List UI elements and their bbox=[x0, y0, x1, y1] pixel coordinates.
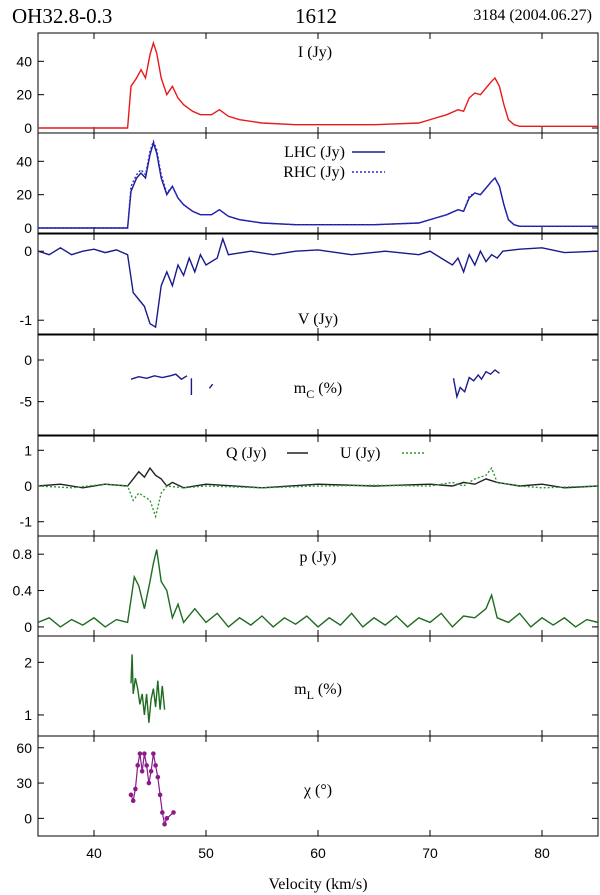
panel-mC: 0 -5 mC (%) bbox=[20, 334, 599, 436]
data-point bbox=[155, 774, 161, 780]
data-point bbox=[171, 810, 176, 815]
series-line bbox=[38, 549, 598, 628]
panel-LR: 0 20 40 LHC (Jy) RHC (Jy) bbox=[16, 132, 599, 236]
panel-label: mL (%) bbox=[294, 681, 342, 702]
panel-chi: 60 30 0 χ (°) bbox=[16, 735, 599, 837]
y-tick-label: 0 bbox=[24, 352, 32, 368]
series-line bbox=[130, 654, 166, 723]
y-tick-label: 1 bbox=[24, 707, 32, 723]
data-point bbox=[160, 810, 165, 815]
panel-label: χ (°) bbox=[303, 782, 332, 799]
legend-label: Q (Jy) bbox=[226, 445, 266, 462]
panel-QU: 1 0 -1 Q (Jy) U (Jy) bbox=[20, 435, 599, 537]
series-line bbox=[38, 466, 598, 519]
data-point bbox=[153, 763, 158, 768]
data-point bbox=[130, 798, 136, 804]
panel-mL: 2 1 mL (%) bbox=[24, 635, 599, 737]
data-point bbox=[128, 792, 134, 798]
y-tick-label: 0 bbox=[24, 810, 32, 826]
data-point bbox=[133, 786, 138, 792]
panel-V: 0 -1 V (Jy) bbox=[20, 233, 599, 335]
y-tick-label: 0.8 bbox=[13, 546, 33, 562]
observation-label: 3184 (2004.06.27) bbox=[473, 7, 592, 24]
series-line bbox=[130, 373, 188, 381]
x-axis-label: Velocity (km/s) bbox=[268, 876, 367, 893]
panel-label: V (Jy) bbox=[298, 311, 338, 328]
data-point bbox=[135, 763, 140, 768]
data-point bbox=[157, 792, 163, 798]
data-point bbox=[148, 768, 154, 774]
y-tick-label: 0 bbox=[24, 243, 32, 259]
data-point bbox=[142, 751, 147, 756]
x-tick-label: 70 bbox=[422, 845, 438, 861]
y-tick-label: -1 bbox=[20, 312, 33, 328]
x-tick-label: 40 bbox=[86, 845, 102, 861]
y-tick-label: 40 bbox=[16, 153, 32, 169]
y-tick-label: 20 bbox=[16, 87, 32, 103]
y-tick-label: 30 bbox=[16, 775, 32, 791]
y-tick-label: -5 bbox=[20, 394, 33, 410]
y-tick-label: 0 bbox=[24, 619, 32, 635]
series-line bbox=[38, 236, 598, 329]
y-tick-label: 1 bbox=[24, 442, 32, 458]
data-point bbox=[139, 768, 145, 774]
data-point bbox=[151, 751, 156, 756]
x-tick-label: 50 bbox=[198, 845, 214, 861]
series-line bbox=[208, 383, 214, 389]
data-point bbox=[164, 816, 170, 821]
legend-label: LHC (Jy) bbox=[284, 144, 345, 161]
y-tick-label: 0 bbox=[24, 120, 32, 136]
x-tick-label: 80 bbox=[534, 845, 550, 861]
y-tick-label: 20 bbox=[16, 187, 32, 203]
y-tick-label: 0 bbox=[24, 220, 32, 236]
source-name: OH32.8-0.3 bbox=[12, 4, 113, 28]
panel-I: 0 20 40 I (Jy) bbox=[16, 32, 599, 136]
frequency-label: 1612 bbox=[295, 4, 337, 28]
y-tick-label: 40 bbox=[16, 53, 32, 69]
y-tick-label: 60 bbox=[16, 740, 32, 756]
y-tick-label: 0 bbox=[24, 478, 32, 494]
y-tick-label: 2 bbox=[24, 654, 32, 670]
y-tick-label: 0.4 bbox=[13, 583, 33, 599]
series-line bbox=[38, 466, 598, 489]
legend-label: U (Jy) bbox=[340, 445, 380, 462]
series-line bbox=[38, 140, 598, 229]
data-point bbox=[146, 780, 152, 786]
panel-p: 0.8 0.4 0 p (Jy) bbox=[13, 535, 599, 637]
y-tick-label: -1 bbox=[20, 514, 33, 530]
x-tick-label: 60 bbox=[310, 845, 326, 861]
data-point bbox=[137, 751, 143, 756]
data-point bbox=[162, 821, 167, 827]
panel-label: p (Jy) bbox=[300, 549, 337, 566]
panel-label: mC (%) bbox=[294, 380, 342, 401]
series-line bbox=[452, 369, 500, 400]
series-line bbox=[38, 40, 598, 129]
panel-label: I (Jy) bbox=[298, 44, 332, 61]
legend-label: RHC (Jy) bbox=[283, 164, 345, 181]
data-point bbox=[144, 763, 149, 768]
